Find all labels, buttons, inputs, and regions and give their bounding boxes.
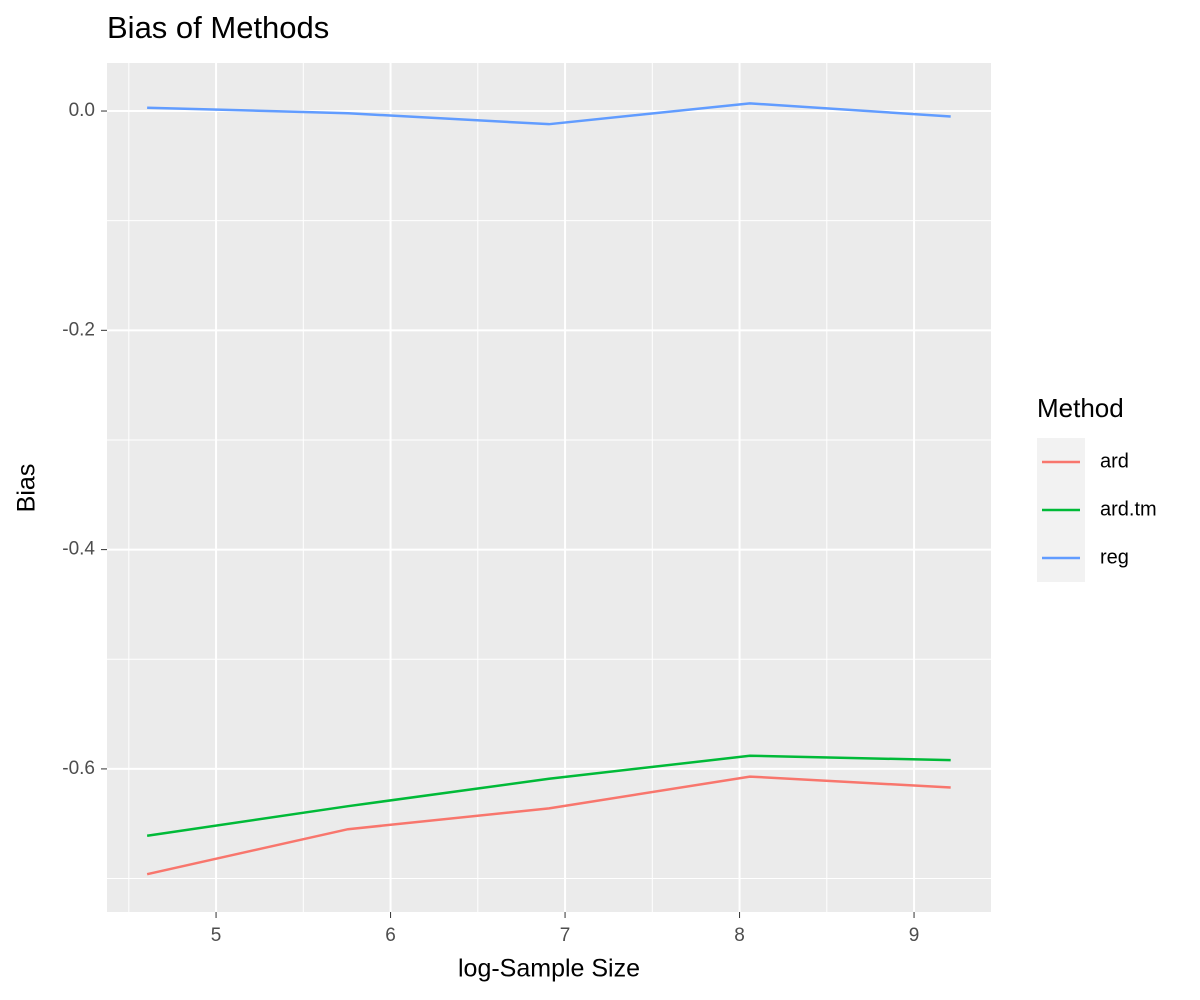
y-tick-label: -0.2 — [62, 319, 95, 340]
legend-title: Method — [1037, 393, 1124, 423]
legend-label: reg — [1100, 546, 1129, 568]
x-tick-label: 7 — [560, 925, 571, 946]
y-axis-label: Bias — [13, 464, 41, 513]
x-axis-label: log-Sample Size — [458, 955, 640, 983]
y-tick-label: -0.4 — [62, 539, 95, 560]
x-tick-label: 9 — [909, 925, 920, 946]
x-tick-label: 6 — [385, 925, 396, 946]
legend-label: ard.tm — [1100, 498, 1157, 520]
series-line — [147, 102, 951, 126]
legend-label: ard — [1100, 450, 1129, 472]
series-line — [146, 754, 951, 838]
y-tick-label: 0.0 — [69, 100, 95, 121]
x-tick-label: 8 — [734, 925, 745, 946]
chart-title: Bias of Methods — [107, 10, 329, 45]
x-tick-label: 5 — [211, 925, 222, 946]
series-line — [146, 775, 951, 876]
y-tick-label: -0.6 — [62, 758, 95, 779]
plot-panel — [107, 63, 991, 912]
